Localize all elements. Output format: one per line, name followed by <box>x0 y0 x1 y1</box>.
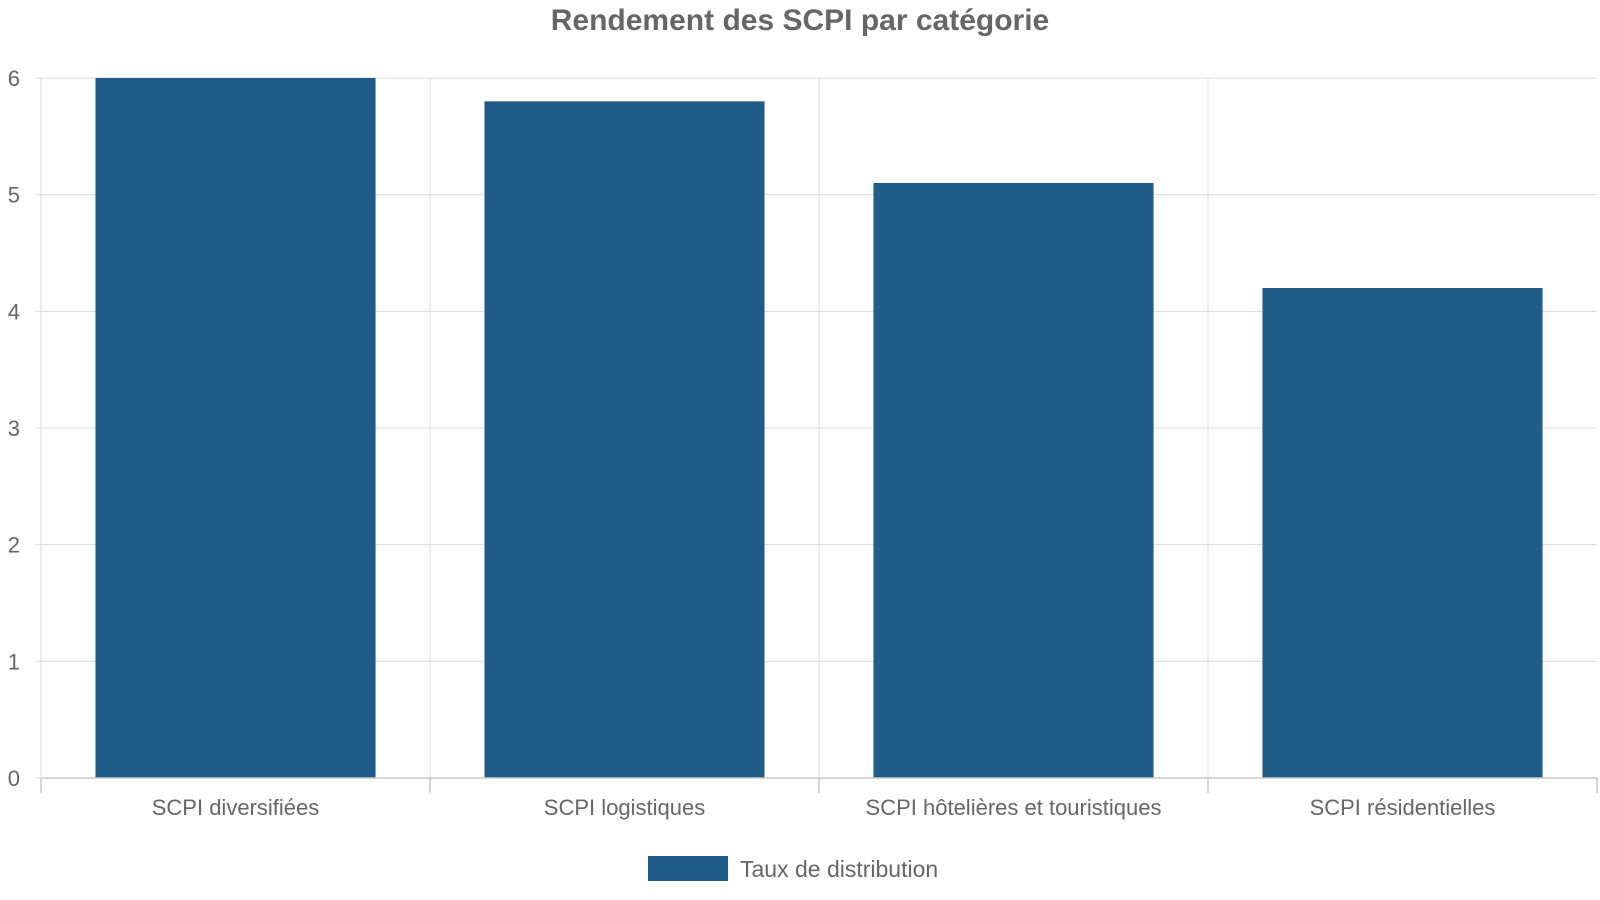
x-tick-label: SCPI résidentielles <box>1310 795 1496 820</box>
x-tick-label: SCPI logistiques <box>544 795 705 820</box>
legend-label: Taux de distribution <box>740 856 938 882</box>
bar <box>95 78 376 778</box>
x-tick-label: SCPI hôtelières et touristiques <box>866 795 1162 820</box>
y-tick-label: 6 <box>8 66 20 91</box>
bar <box>1262 288 1543 778</box>
bar <box>873 183 1154 778</box>
y-tick-label: 0 <box>8 766 20 791</box>
bar <box>484 101 765 779</box>
y-tick-label: 3 <box>8 416 20 441</box>
axes: 0 1 2 3 4 5 6 SCPI diversifiées SCPI logistiques… <box>8 66 1598 820</box>
y-tick-label: 5 <box>8 183 20 208</box>
legend-swatch <box>648 856 728 881</box>
bars <box>95 78 1543 779</box>
legend: Taux de distribution <box>648 856 938 882</box>
y-tick-label: 1 <box>8 649 20 674</box>
y-tick-label: 2 <box>8 533 20 558</box>
x-tick-label: SCPI diversifiées <box>152 795 320 820</box>
chart-title: Rendement des SCPI par catégorie <box>551 4 1050 37</box>
y-tick-label: 4 <box>8 299 20 324</box>
